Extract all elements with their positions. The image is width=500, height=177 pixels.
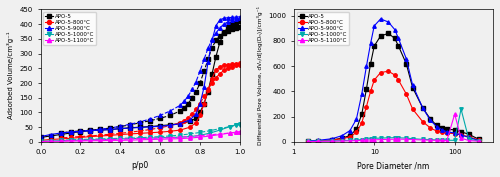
Legend: APO-5, APO-5-800°C, APO-5-900°C, APO-5-1000°C, APO-5-1100°C: APO-5, APO-5-800°C, APO-5-900°C, APO-5-1… [44, 12, 96, 45]
Y-axis label: Adsorbed Volume/cm³g⁻¹: Adsorbed Volume/cm³g⁻¹ [7, 32, 14, 119]
Y-axis label: Differential Pore Volume, dVₙ/d[log(Dₙ)]/cm³g⁻¹: Differential Pore Volume, dVₙ/d[log(Dₙ)]… [256, 6, 262, 145]
X-axis label: Pore Diameter /nm: Pore Diameter /nm [358, 161, 430, 170]
X-axis label: p/p0: p/p0 [132, 161, 149, 170]
Legend: APO-5, APO-5-800°C, APO-5-900°C, APO-5-1000°C, APO-5-1100°C: APO-5, APO-5-800°C, APO-5-900°C, APO-5-1… [296, 12, 350, 45]
